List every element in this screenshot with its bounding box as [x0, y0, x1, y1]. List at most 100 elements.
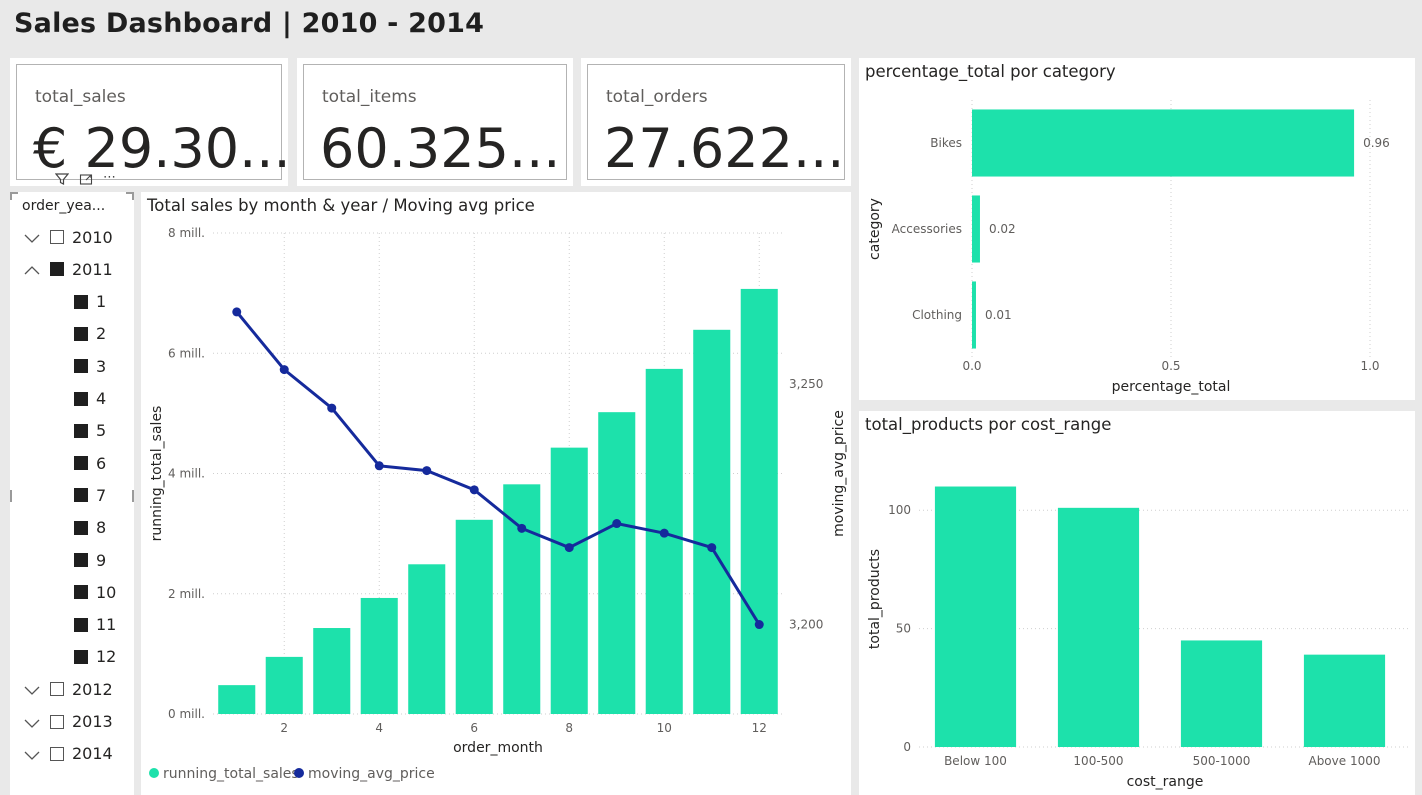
visual-header-toolbar: ⋯: [54, 170, 116, 190]
year-slicer[interactable]: order_yea... 2010 2011 1 2 3 4 5 6 7 8 9 10 11 12 2012…: [10, 192, 134, 795]
slicer-item[interactable]: 2013: [24, 709, 113, 735]
point-moving-avg-price: [564, 543, 574, 553]
resize-handle-corner[interactable]: [126, 192, 134, 200]
chevron-down-icon[interactable]: [24, 747, 40, 761]
y-tick-label: 4 mill.: [168, 467, 205, 481]
checkbox[interactable]: [74, 391, 88, 406]
x-tick-label: 1.0: [1360, 359, 1379, 373]
x-tick-label: 4: [375, 721, 383, 735]
slicer-item[interactable]: 3: [74, 353, 106, 379]
slicer-item-label: 9: [96, 550, 107, 570]
slicer-item[interactable]: 2010: [24, 224, 113, 250]
chart-title: Total sales by month & year / Moving avg…: [147, 196, 535, 215]
chevron-down-icon[interactable]: [24, 682, 40, 696]
y-axis-title: running_total_sales: [149, 406, 165, 542]
combo-chart-panel[interactable]: Total sales by month & year / Moving avg…: [141, 192, 851, 795]
slicer-item-label: 11: [96, 615, 117, 635]
point-moving-avg-price: [279, 365, 289, 375]
bar-running-total-sales: [265, 656, 303, 714]
bar-cost-range: [1057, 507, 1140, 747]
bar-running-total-sales: [455, 519, 493, 714]
checkbox[interactable]: [50, 682, 64, 697]
checkbox[interactable]: [74, 649, 88, 664]
checkbox[interactable]: [74, 520, 88, 535]
chevron-down-icon[interactable]: [24, 230, 40, 244]
slicer-item-label: 2014: [72, 744, 113, 764]
category-label: Accessories: [892, 222, 962, 236]
checkbox[interactable]: [74, 617, 88, 632]
point-moving-avg-price: [327, 403, 337, 413]
resize-handle-left[interactable]: [10, 490, 12, 502]
slicer-item[interactable]: 2011: [24, 256, 113, 282]
checkbox[interactable]: [74, 423, 88, 438]
chart-title: percentage_total por category: [865, 62, 1116, 81]
slicer-item[interactable]: 12: [74, 644, 116, 670]
kpi-card-total-items[interactable]: total_items 60.325...: [297, 58, 573, 186]
bar-category: [972, 109, 1355, 177]
slicer-item-label: 10: [96, 582, 117, 602]
chevron-down-icon[interactable]: [24, 715, 40, 729]
point-moving-avg-price: [374, 461, 384, 471]
checkbox[interactable]: [50, 714, 64, 729]
slicer-item[interactable]: 9: [74, 547, 106, 573]
card-value: € 29.30...: [33, 117, 291, 180]
checkbox[interactable]: [74, 488, 88, 503]
legend-marker: [294, 768, 304, 778]
checkbox[interactable]: [74, 359, 88, 374]
slicer-item[interactable]: 6: [74, 450, 106, 476]
legend-label: running_total_sales: [163, 766, 299, 782]
x-tick-label: 2: [280, 721, 288, 735]
checkbox[interactable]: [50, 746, 64, 761]
slicer-item[interactable]: 7: [74, 482, 106, 508]
checkbox[interactable]: [74, 456, 88, 471]
checkbox[interactable]: [50, 262, 64, 277]
slicer-item[interactable]: 11: [74, 612, 116, 638]
bar-category: [972, 195, 980, 263]
checkbox[interactable]: [74, 294, 88, 309]
point-moving-avg-price: [754, 620, 764, 630]
filter-icon[interactable]: [54, 172, 70, 190]
slicer-item[interactable]: 2012: [24, 676, 113, 702]
slicer-item[interactable]: 2: [74, 321, 106, 347]
x-tick-label: Below 100: [944, 754, 1007, 768]
x-tick-label: 0.5: [1161, 359, 1180, 373]
page-title: Sales Dashboard | 2010 - 2014: [14, 8, 485, 39]
y2-tick-label: 3,250: [789, 377, 823, 391]
x-axis-title: cost_range: [1127, 774, 1204, 790]
data-label: 0.01: [985, 308, 1012, 322]
slicer-item-label: 2010: [72, 227, 113, 247]
resize-handle-corner[interactable]: [10, 192, 18, 200]
legend-marker: [149, 768, 159, 778]
cost-range-chart-panel[interactable]: total_products por cost_range 0 50 100 Belo…: [859, 411, 1415, 795]
slicer-item[interactable]: 10: [74, 579, 116, 605]
category-chart-panel[interactable]: percentage_total por category 0.0 0.5 1.0 B…: [859, 58, 1415, 400]
slicer-item-label: 1: [96, 292, 107, 312]
y-tick-label: 8 mill.: [168, 226, 205, 240]
point-moving-avg-price: [707, 543, 717, 553]
slicer-item-label: 4: [96, 389, 107, 408]
slicer-item-label: 3: [96, 356, 107, 376]
chevron-up-icon[interactable]: [24, 262, 40, 276]
slicer-item-label: 2012: [72, 679, 113, 699]
checkbox[interactable]: [74, 326, 88, 341]
y-tick-label: 2 mill.: [168, 587, 205, 601]
x-tick-label: 500-1000: [1193, 754, 1251, 768]
focus-mode-icon[interactable]: [79, 172, 93, 190]
y-axis-title: category: [867, 198, 883, 260]
kpi-card-total-sales[interactable]: total_sales € 29.30...: [10, 58, 291, 186]
data-label: 0.96: [1363, 136, 1390, 150]
kpi-card-total-orders[interactable]: total_orders 27.622...: [581, 58, 851, 186]
y-tick-label: 6 mill.: [168, 346, 205, 360]
checkbox[interactable]: [50, 230, 64, 244]
slicer-item[interactable]: 8: [74, 515, 106, 541]
checkbox[interactable]: [74, 553, 88, 567]
bar-running-total-sales: [598, 412, 636, 714]
more-options-icon[interactable]: ⋯: [103, 170, 116, 185]
checkbox[interactable]: [74, 585, 88, 600]
bar-running-total-sales: [693, 329, 731, 714]
slicer-item[interactable]: 4: [74, 386, 106, 412]
resize-handle-right[interactable]: [132, 490, 134, 502]
slicer-item[interactable]: 1: [74, 289, 106, 315]
slicer-item[interactable]: 2014: [24, 741, 113, 767]
slicer-item[interactable]: 5: [74, 418, 106, 444]
